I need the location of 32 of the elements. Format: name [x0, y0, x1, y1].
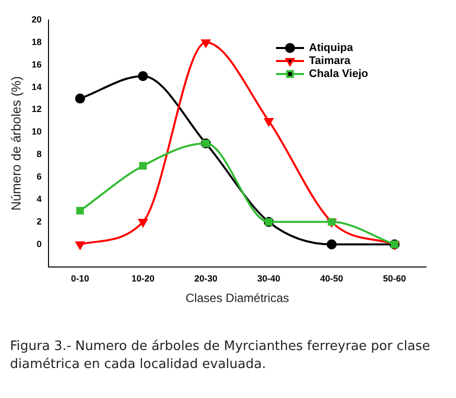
point — [326, 239, 337, 250]
point — [138, 71, 148, 82]
y-tick-label: 0 — [36, 238, 42, 249]
y-tick-label: 18 — [32, 36, 42, 47]
point — [76, 241, 85, 250]
y-tick-label: 10 — [32, 126, 42, 137]
x-axis-title: Clases Diamétricas — [186, 291, 289, 306]
x-tick-label: 30-40 — [257, 274, 280, 284]
x-tick-label: 20-30 — [194, 274, 218, 284]
y-tick-label: 8 — [36, 149, 42, 160]
legend-label: Chala Viejo — [309, 68, 368, 80]
x-tick-label: 0-10 — [71, 274, 90, 284]
y-tick-label: 6 — [36, 172, 42, 182]
point — [139, 162, 147, 170]
point — [75, 94, 86, 104]
point — [76, 206, 84, 215]
point — [201, 39, 210, 48]
y-tick-label: 2 — [36, 216, 42, 226]
point — [138, 218, 148, 227]
legend-label: Taimara — [309, 55, 352, 68]
y-tick-label: 14 — [32, 82, 42, 92]
y-tick-label: 16 — [32, 59, 42, 70]
text: Figura 3.- Numero de árboles de Myrcianthes ferreyrae por clase diamétrica en cada localidad evaluada. — [10, 338, 432, 374]
y-tick-label: 12 — [32, 104, 42, 114]
y-tick-label: 20 — [32, 14, 42, 24]
x-tick-label: 10-20 — [131, 274, 154, 284]
y-axis-title: Número de árboles (%) — [8, 76, 24, 211]
point — [264, 118, 274, 126]
x-tick-label: 50-60 — [383, 274, 406, 284]
y-tick-label: 4 — [36, 194, 42, 204]
legend-label: Atiquipa — [309, 42, 354, 54]
x-tick-label: 40-50 — [320, 274, 344, 284]
